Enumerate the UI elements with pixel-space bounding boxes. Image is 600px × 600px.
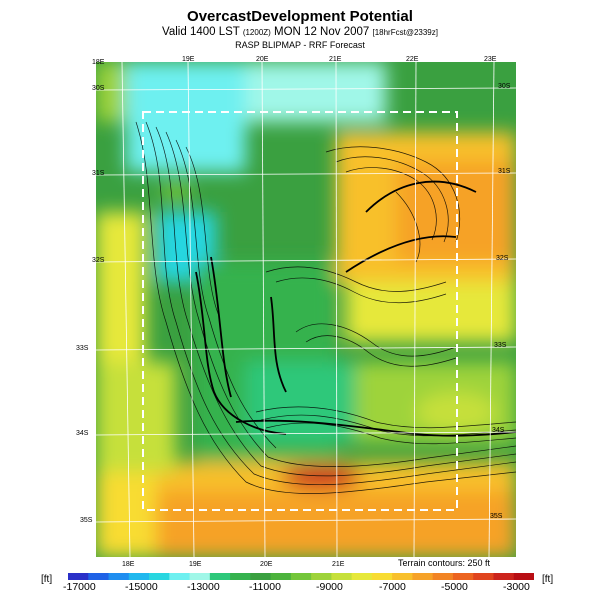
terrain-contour-note: Terrain contours: 250 ft — [398, 558, 491, 568]
forecast-map[interactable]: 18E 19E 20E 21E 22E 23E 18E 19E 20E 21E … — [76, 56, 516, 568]
colorbar-swatch — [128, 573, 150, 580]
map-title: OvercastDevelopment Potential — [187, 8, 413, 25]
colorbar-swatch — [452, 573, 474, 580]
forecast-run: [18hrFcst@2339z] — [372, 28, 438, 37]
colorbar-swatch — [189, 573, 211, 580]
colorbar-label: -17000 — [63, 581, 96, 593]
colorbar-swatch — [412, 573, 434, 580]
colorbar-swatch — [88, 573, 110, 580]
lon-label-bottom: 19E — [189, 561, 202, 568]
lat-label-left: 31S — [92, 170, 105, 177]
colorbar-label: -7000 — [379, 581, 406, 593]
forecast-date: MON 12 Nov 2007 — [274, 26, 370, 38]
colorbar-swatch — [331, 573, 353, 580]
colorbar-label: -15000 — [125, 581, 158, 593]
source-line: RASP BLIPMAP - RRF Forecast — [235, 40, 365, 50]
valid-time-line: Valid 1400 LST (1200Z) MON 12 Nov 2007 [… — [0, 26, 600, 38]
colorbar-swatch — [250, 573, 272, 580]
lat-label-right: 35S — [490, 513, 503, 520]
colorbar-swatch — [108, 573, 130, 580]
colorbar-swatch — [513, 573, 534, 580]
lat-label-left: 33S — [76, 345, 89, 352]
colorbar-swatch — [493, 573, 515, 580]
colorbar-swatch — [351, 573, 373, 580]
terrain-contours — [135, 121, 516, 494]
lon-label-bottom: 21E — [332, 561, 345, 568]
colorbar — [68, 573, 534, 580]
colorbar-swatch — [230, 573, 251, 580]
lat-label-right: 32S — [496, 255, 509, 262]
colorbar-label: -3000 — [503, 581, 530, 593]
colorbar-swatch — [149, 573, 170, 580]
colorbar-label: -11000 — [249, 581, 281, 593]
colorbar-swatch — [311, 573, 332, 580]
colorbar-label: -13000 — [187, 581, 220, 593]
colorbar-swatch — [290, 573, 312, 580]
colorbar-label: -9000 — [316, 581, 343, 593]
colorbar-swatch — [392, 573, 413, 580]
colorbar-label: -5000 — [441, 581, 468, 593]
lon-label-top: 18E — [92, 59, 105, 66]
colorbar-swatch — [473, 573, 494, 580]
lon-label-bottom: 20E — [260, 561, 273, 568]
lon-label-top: 20E — [256, 56, 269, 63]
utc-time: (1200Z) — [242, 28, 271, 37]
lat-label-left: 30S — [92, 85, 105, 92]
lon-label-top: 19E — [182, 56, 195, 63]
colorbar-swatch — [432, 573, 454, 580]
lat-label-right: 33S — [494, 342, 507, 349]
colorbar-swatch — [270, 573, 292, 580]
lat-label-left: 32S — [92, 257, 105, 264]
lat-label-left: 34S — [76, 430, 89, 437]
map-canvas — [96, 62, 516, 557]
lon-label-top: 21E — [329, 56, 342, 63]
lat-lon-grid — [96, 62, 516, 557]
lon-label-top: 23E — [484, 56, 497, 63]
lat-label-right: 34S — [492, 427, 505, 434]
colorbar-swatch — [68, 573, 89, 580]
lat-label-left: 35S — [80, 517, 93, 524]
colorbar-swatch — [169, 573, 191, 580]
lon-label-top: 22E — [406, 56, 419, 63]
lat-label-right: 30S — [498, 83, 511, 90]
inner-domain-box — [142, 111, 458, 511]
colorbar-swatch — [371, 573, 393, 580]
valid-time: Valid 1400 LST — [162, 26, 240, 38]
major-terrain-contours — [195, 180, 516, 437]
lat-label-right: 31S — [498, 168, 511, 175]
colorbar-unit-right: [ft] — [542, 574, 554, 585]
lon-label-bottom: 18E — [122, 561, 135, 568]
colorbar-unit-left: [ft] — [41, 574, 53, 585]
colorbar-swatch — [209, 573, 231, 580]
